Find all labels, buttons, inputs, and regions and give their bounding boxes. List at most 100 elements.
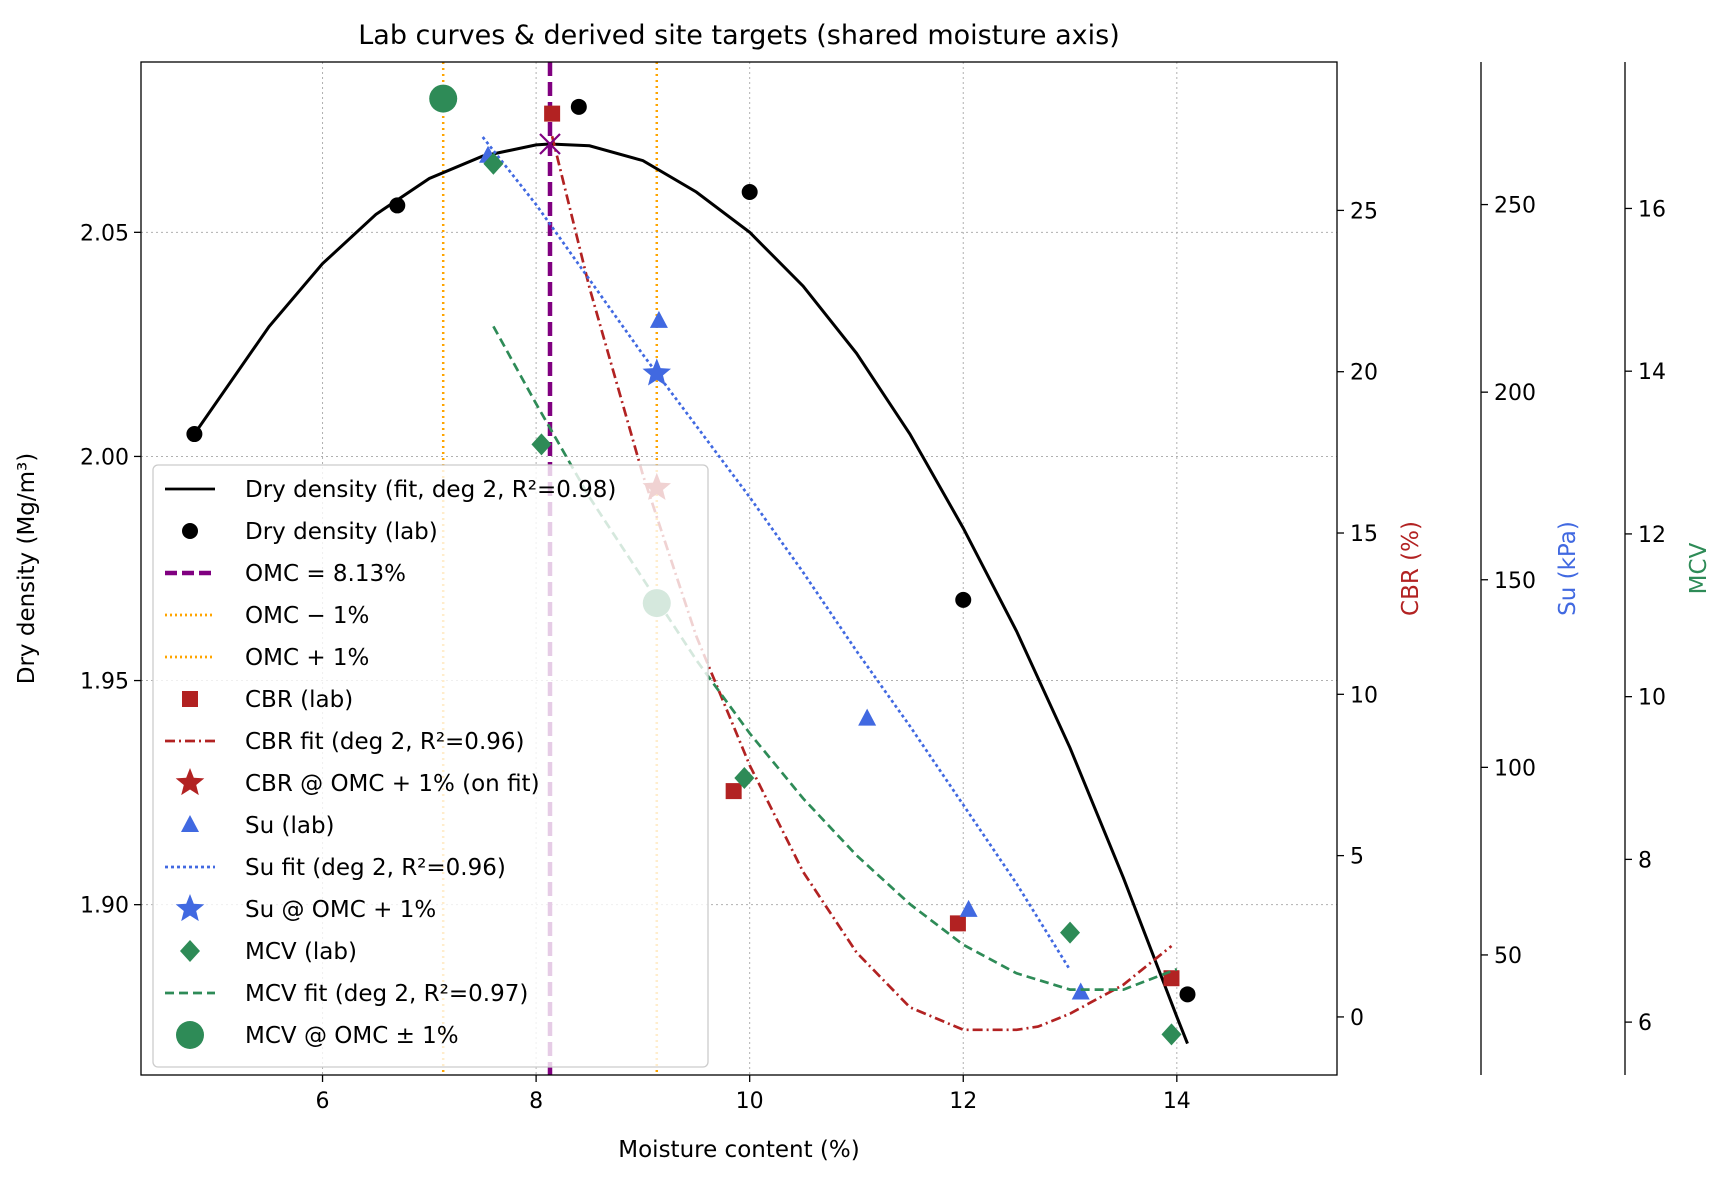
su_lab-point: [858, 708, 877, 726]
su-tick-label: 50: [1494, 944, 1522, 969]
legend-label: CBR fit (deg 2, R²=0.96): [245, 729, 525, 755]
cbr-tick-label: 10: [1350, 683, 1378, 708]
cbr_fit-line: [550, 135, 1173, 1032]
density-tick-label: 1.90: [80, 894, 129, 919]
cbr-tick-label: 20: [1350, 361, 1378, 386]
legend-label: Dry density (fit, deg 2, R²=0.98): [245, 477, 616, 503]
cbr-tick-label: 0: [1350, 1006, 1364, 1031]
legend-label: OMC − 1%: [245, 603, 369, 629]
omc-peak-marker: [539, 133, 561, 155]
dd_lab-point: [1179, 986, 1196, 1003]
cbr-axis-label: CBR (%): [1398, 521, 1424, 616]
legend-label: CBR @ OMC + 1% (on fit): [245, 771, 540, 797]
mcv_target-point: [429, 84, 458, 113]
series-su_target: [642, 358, 671, 386]
series-cbr_fit: [550, 135, 1173, 1032]
x-tick-label: 12: [949, 1089, 977, 1114]
axis-layer: 6 8 10 12 14 1.90 1.95 2.00 2.05 Dry density (Mg/…: [14, 62, 1712, 1114]
legend-item: Su (lab): [181, 813, 335, 839]
cbr_lab-point: [544, 105, 561, 122]
mcv-tick-label: 10: [1638, 686, 1666, 711]
mcv-axis-label: MCV: [1686, 542, 1712, 594]
legend-label: Su @ OMC + 1%: [245, 897, 436, 923]
mcv_lab-point: [1060, 921, 1081, 944]
x-tick-label: 6: [316, 1089, 330, 1114]
legend-item: Dry density (fit, deg 2, R²=0.98): [165, 477, 616, 503]
chart-title: Lab curves & derived site targets (share…: [358, 20, 1120, 51]
legend-item: Dry density (lab): [182, 519, 438, 545]
su_lab-point: [959, 899, 978, 917]
cbr_lab-point: [1163, 970, 1180, 987]
mcv_lab-point: [483, 152, 504, 175]
mcv-tick-label: 8: [1638, 848, 1652, 873]
su_lab-point: [1071, 982, 1090, 1000]
su_lab-point: [649, 310, 668, 328]
su-tick-label: 100: [1494, 756, 1536, 781]
mcv_lab-point: [734, 767, 755, 790]
legend-swatch: [182, 523, 198, 539]
density-axis-label: Dry density (Mg/m³): [14, 453, 40, 685]
legend-item: CBR fit (deg 2, R²=0.96): [165, 729, 525, 755]
density-tick-label: 1.95: [80, 670, 129, 695]
su-tick-label: 200: [1494, 381, 1536, 406]
legend-item: OMC + 1%: [165, 645, 369, 671]
x-tick-label: 14: [1163, 1089, 1191, 1114]
series-mcv_lab: [483, 152, 1182, 1046]
dd_lab-point: [741, 183, 758, 200]
legend-item: CBR (lab): [182, 687, 353, 713]
dd_lab-point: [186, 426, 203, 443]
su-tick-label: 150: [1494, 569, 1536, 594]
cbr_lab-point: [949, 915, 966, 932]
cbr-tick-label: 15: [1350, 522, 1378, 547]
x-axis-label: Moisture content (%): [618, 1137, 859, 1163]
legend-item: MCV fit (deg 2, R²=0.97): [165, 981, 528, 1007]
series-cbr_lab: [544, 105, 1180, 987]
mcv_lab-point: [531, 433, 552, 456]
legend: Dry density (fit, deg 2, R²=0.98) Dry den…: [152, 464, 709, 1068]
su_fit-line: [481, 136, 1072, 971]
mcv_lab-point: [1161, 1023, 1182, 1046]
legend-label: Su (lab): [245, 813, 335, 839]
legend-swatch: [175, 768, 205, 796]
dd_lab-point: [955, 591, 972, 608]
legend-label: MCV (lab): [245, 939, 357, 965]
plot-frame: [140, 61, 1338, 1076]
mcv-tick-label: 14: [1638, 360, 1666, 385]
mcv-tick-label: 12: [1638, 523, 1666, 548]
mcv-tick-label: 16: [1638, 197, 1666, 222]
series-dd_lab: [186, 98, 1196, 1003]
legend-label: Dry density (lab): [245, 519, 438, 545]
legend-label: MCV @ OMC ± 1%: [245, 1023, 459, 1049]
dd_lab-point: [389, 197, 406, 214]
su_target-point: [642, 358, 671, 386]
legend-item: CBR @ OMC + 1% (on fit): [175, 768, 540, 797]
legend-label: OMC = 8.13%: [245, 561, 406, 587]
x-tick-label: 10: [736, 1089, 764, 1114]
series-su_fit: [481, 136, 1072, 971]
legend-item: Su @ OMC + 1%: [175, 894, 436, 923]
legend-item: Su fit (deg 2, R²=0.96): [165, 855, 506, 881]
dd_lab-point: [570, 98, 587, 115]
legend-label: Su fit (deg 2, R²=0.96): [245, 855, 506, 881]
density-tick-label: 2.00: [80, 445, 129, 470]
legend-label: OMC + 1%: [245, 645, 369, 671]
legend-label: CBR (lab): [245, 687, 353, 713]
legend-item: MCV (lab): [180, 939, 357, 965]
legend-swatch: [175, 894, 205, 922]
su-axis-label: Su (kPa): [1555, 521, 1581, 616]
legend-label: MCV fit (deg 2, R²=0.97): [245, 981, 528, 1007]
cbr-tick-label: 25: [1350, 199, 1378, 224]
legend-item: MCV @ OMC ± 1%: [176, 1021, 459, 1049]
mcv-tick-label: 6: [1638, 1011, 1652, 1036]
legend-item: OMC = 8.13%: [165, 561, 406, 587]
cbr-tick-label: 5: [1350, 845, 1364, 870]
cbr_lab-point: [725, 783, 742, 800]
x-tick-label: 8: [529, 1089, 543, 1114]
density-tick-label: 2.05: [80, 221, 129, 246]
legend-swatch: [176, 1021, 204, 1049]
legend-swatch: [180, 940, 200, 962]
legend-swatch: [181, 815, 199, 832]
legend-box: [152, 464, 709, 1068]
legend-item: OMC − 1%: [165, 603, 369, 629]
